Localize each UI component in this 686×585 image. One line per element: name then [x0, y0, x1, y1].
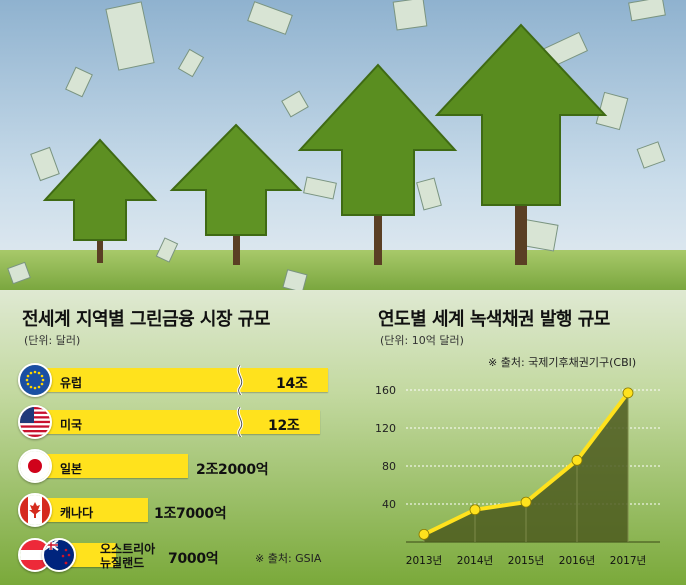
bar-row-canada: 캐나다 1조7000억 [18, 493, 318, 527]
data-point [469, 504, 481, 516]
value-label-canada: 1조7000억 [154, 506, 227, 522]
x-tick-label: 2016년 [559, 555, 595, 567]
bar-usa [38, 410, 320, 434]
y-tick-label: 160 [375, 384, 396, 397]
category-label-europe: 유럽 [60, 376, 83, 390]
category-text-austria-nz: 오스트리아 뉴질랜드 [100, 542, 156, 570]
new-zealand-flag-icon [42, 538, 76, 572]
value-label-austria-nz: 7000억 [168, 551, 219, 567]
green-bond-area-chart: 40 80 120 160 2013년 2014년 2015년 2016년 2017년 [375, 384, 660, 567]
bar-japan [38, 454, 188, 478]
right-chart-unit: (단위: 10억 달러) [380, 334, 464, 347]
left-chart-source: ※ 출처: GSIA [255, 552, 322, 565]
axis-break-icon [236, 407, 244, 437]
category-label-canada: 캐나다 [60, 506, 94, 520]
category-label-usa: 미국 [60, 418, 83, 432]
category-label-austria-nz: 오스트리아 뉴질랜드 [100, 542, 155, 570]
data-point [418, 528, 430, 540]
y-tick-label: 40 [382, 498, 396, 511]
x-tick-label: 2017년 [610, 555, 646, 567]
bar-canada [38, 498, 148, 522]
us-flag-icon [18, 405, 52, 439]
x-tick-label: 2014년 [457, 555, 493, 567]
x-tick-label: 2015년 [508, 555, 544, 567]
eu-flag-icon [18, 363, 52, 397]
value-label-europe: 14조 [276, 376, 308, 392]
value-label-japan: 2조2000억 [196, 462, 269, 478]
value-label-usa: 12조 [268, 418, 300, 434]
left-chart-unit: (단위: 달러) [24, 334, 81, 347]
chart-area [418, 387, 634, 542]
x-tick-label: 2013년 [406, 555, 442, 567]
data-point [622, 387, 634, 399]
bar-row-austria-nz: 오스트리아 뉴질랜드 7000억 [18, 538, 318, 572]
bar-row-usa: 미국 12조 [18, 405, 320, 439]
data-point [520, 496, 532, 508]
canada-flag-icon [18, 493, 52, 527]
bar-row-japan: 일본 2조2000억 [18, 449, 318, 483]
data-point [571, 454, 583, 466]
y-tick-label: 80 [382, 460, 396, 473]
right-chart-source: ※ 출처: 국제기후채권기구(CBI) [488, 356, 637, 369]
arrow-tree-icons [42, 23, 608, 265]
right-chart-title: 연도별 세계 녹색채권 발행 규모 [378, 309, 610, 330]
y-axis-ticks: 40 80 120 160 [375, 384, 396, 511]
hero-illustration [0, 0, 686, 300]
bar-europe [38, 368, 328, 392]
y-tick-label: 120 [375, 422, 396, 435]
x-axis-ticks: 2013년 2014년 2015년 2016년 2017년 [406, 555, 646, 567]
axis-break-icon [236, 365, 244, 395]
left-chart-title: 전세계 지역별 그린금융 시장 규모 [22, 309, 270, 330]
japan-flag-icon [18, 449, 52, 483]
category-label-japan: 일본 [60, 462, 83, 476]
bar-row-europe: 유럽 14조 [18, 363, 328, 397]
money-bill-icons [7, 0, 666, 293]
